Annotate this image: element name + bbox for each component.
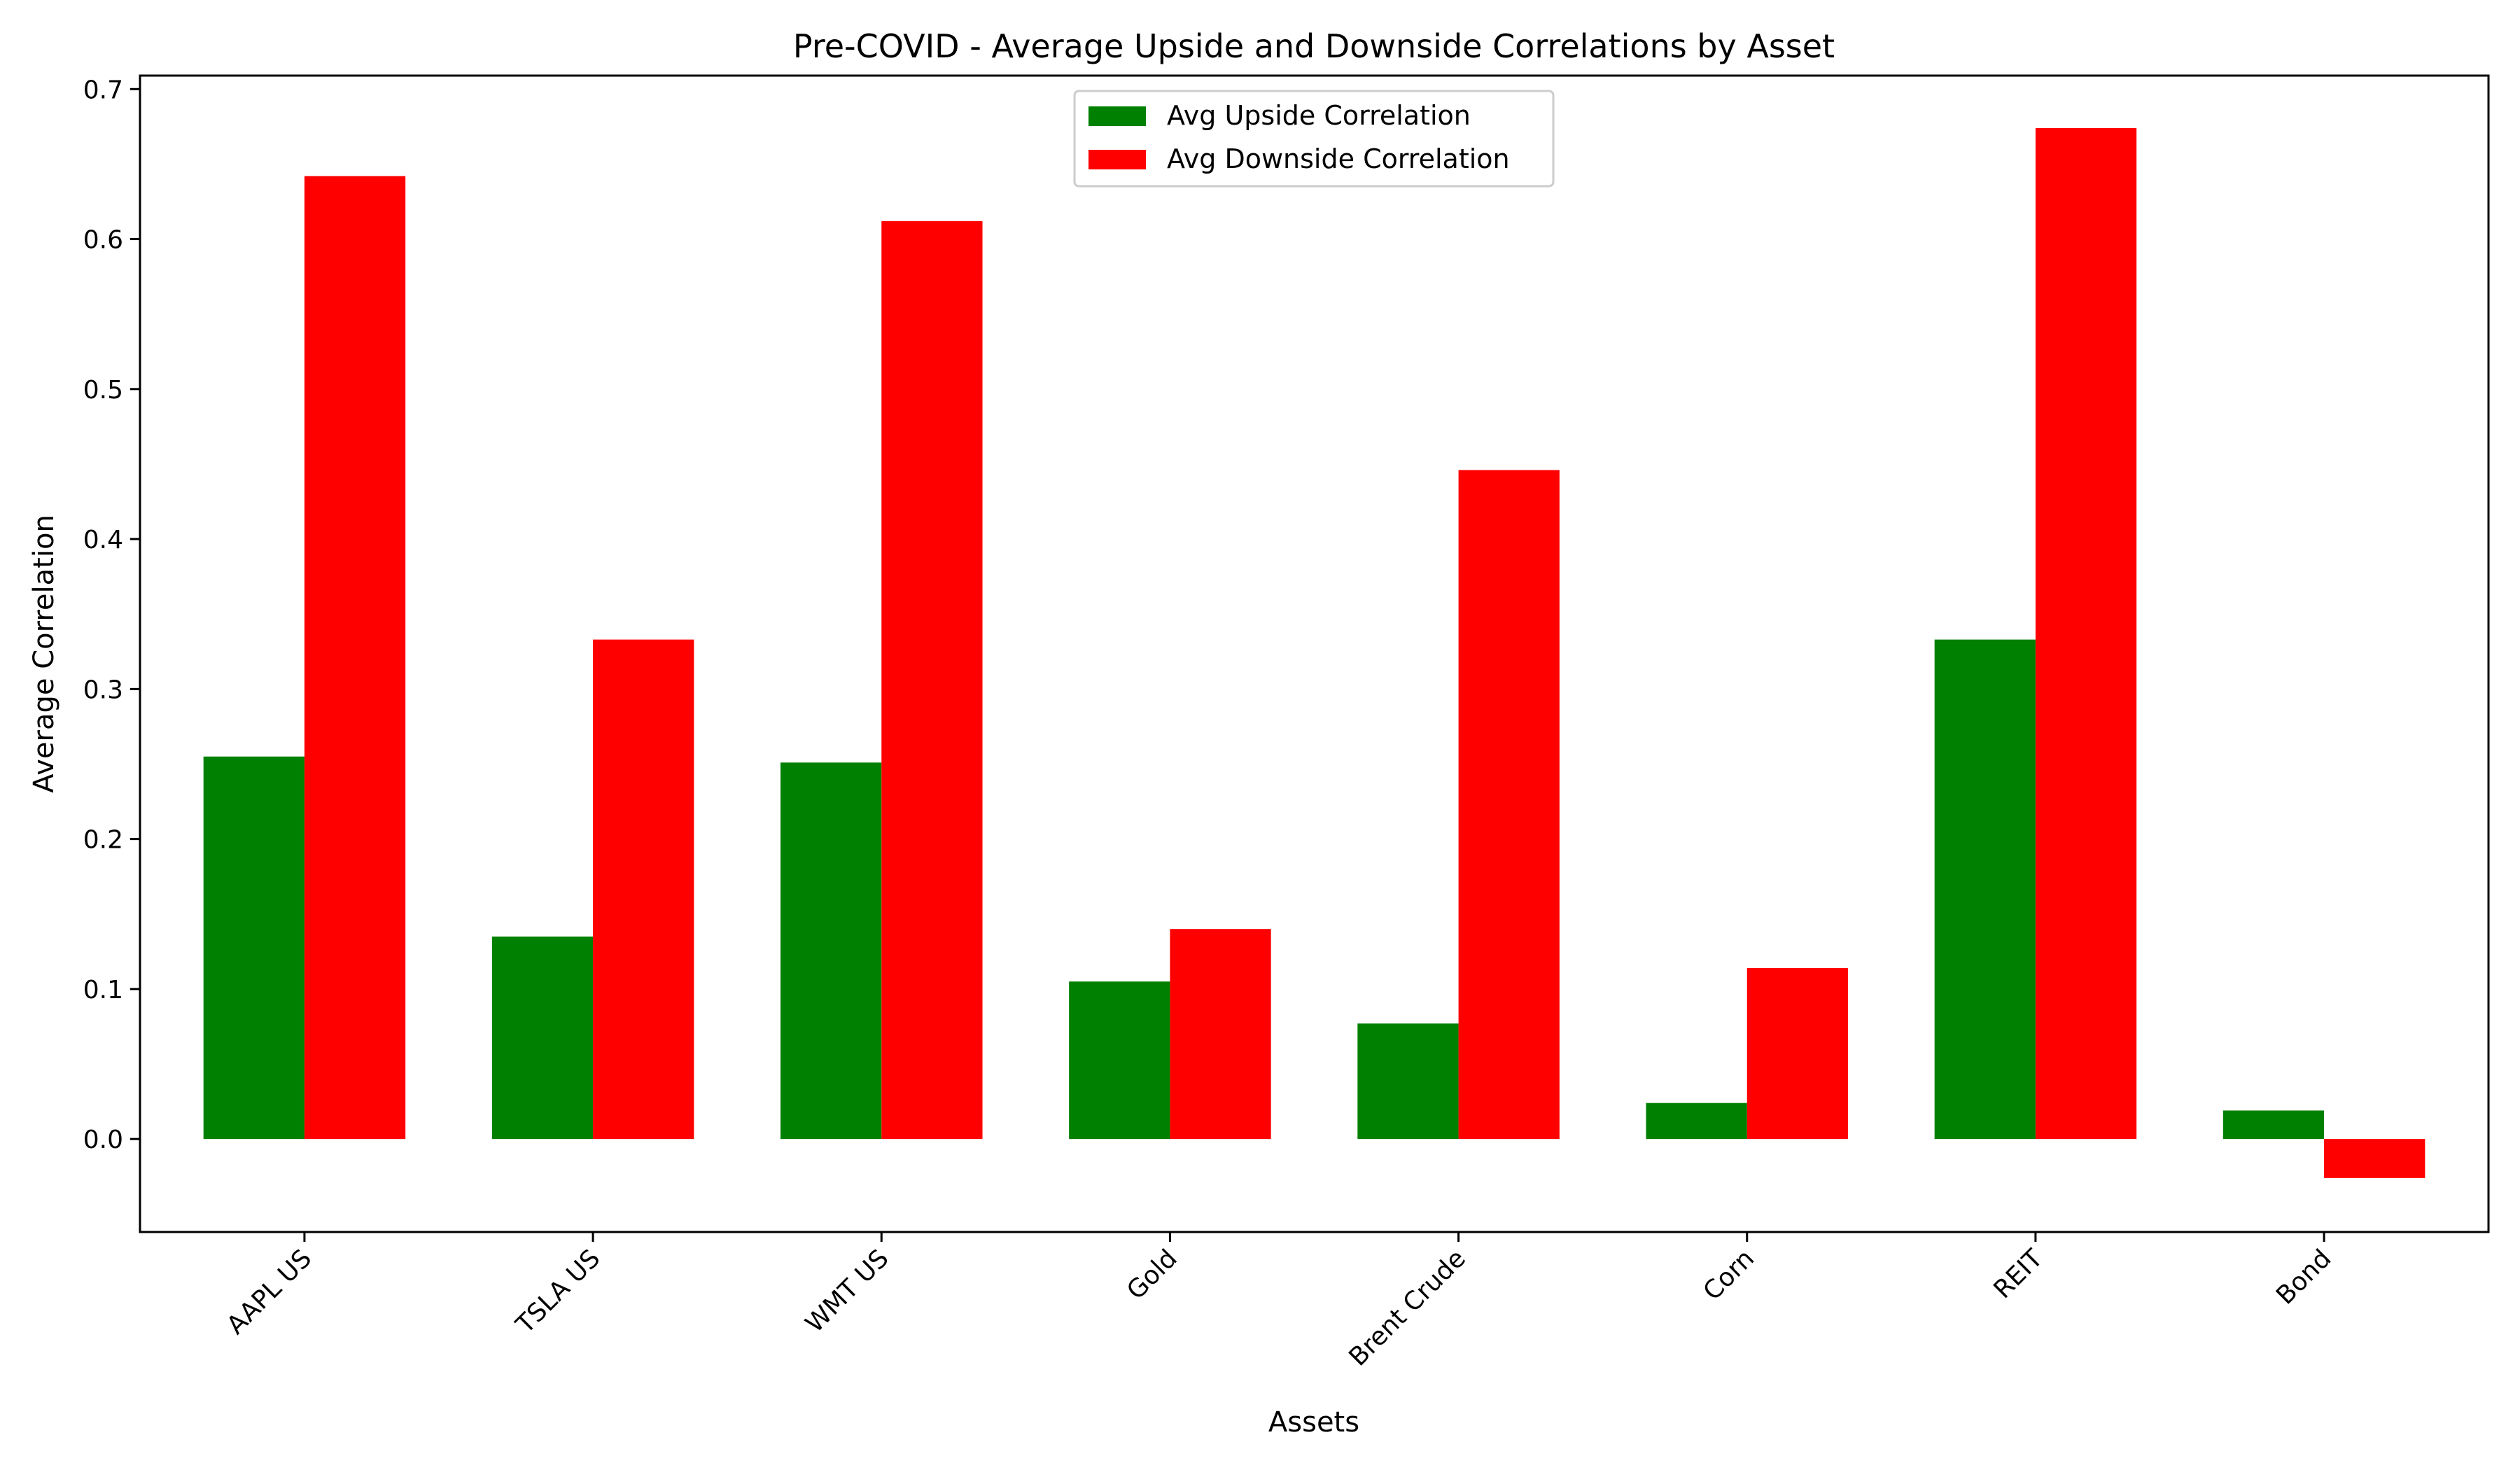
y-tick-label: 0.4 xyxy=(83,526,123,554)
bar-downside-wmt-us xyxy=(881,220,983,1140)
legend-swatch-upside xyxy=(1088,106,1146,126)
bar-upside-gold xyxy=(1069,981,1170,1140)
y-tick-label: 0.5 xyxy=(83,376,123,405)
bar-upside-tsla-us xyxy=(491,936,594,1140)
y-tick-label: 0.3 xyxy=(83,676,123,704)
bar-upside-wmt-us xyxy=(780,762,882,1140)
chart-title: Pre-COVID - Average Upside and Downside … xyxy=(793,27,1835,65)
bars-group xyxy=(203,127,2426,1178)
y-tick-label: 0.0 xyxy=(83,1126,123,1154)
y-tick-label: 0.7 xyxy=(83,76,123,104)
y-axis: 0.0 0.1 0.2 0.3 0.4 0.5 0.6 0.7 xyxy=(83,76,140,1154)
bar-upside-reit xyxy=(1934,639,2036,1140)
bar-upside-brent-crude xyxy=(1357,1023,1459,1140)
plot-frame xyxy=(139,74,2490,1233)
bar-downside-corn xyxy=(1746,967,1848,1140)
bar-downside-gold xyxy=(1170,929,1271,1140)
bar-downside-aapl-us xyxy=(304,176,406,1140)
legend-label-upside: Avg Upside Correlation xyxy=(1167,100,1471,131)
legend-swatch-downside xyxy=(1088,150,1146,169)
bar-downside-bond xyxy=(2324,1139,2426,1178)
x-axis-label: Assets xyxy=(1268,1406,1359,1438)
legend-label-downside: Avg Downside Correlation xyxy=(1167,144,1510,174)
bar-upside-aapl-us xyxy=(203,756,304,1140)
bar-upside-corn xyxy=(1646,1102,1747,1140)
y-tick-label: 0.1 xyxy=(83,976,123,1004)
bar-upside-bond xyxy=(2222,1110,2325,1140)
legend: Avg Upside Correlation Avg Downside Corr… xyxy=(1073,90,1555,188)
y-tick-label: 0.2 xyxy=(83,826,123,855)
y-tick-label: 0.6 xyxy=(83,226,123,255)
bar-downside-brent-crude xyxy=(1458,470,1560,1140)
legend-box xyxy=(1073,90,1555,188)
y-axis-label: Average Correlation xyxy=(28,514,60,793)
bar-downside-reit xyxy=(2035,127,2137,1140)
bar-downside-tsla-us xyxy=(593,639,694,1140)
